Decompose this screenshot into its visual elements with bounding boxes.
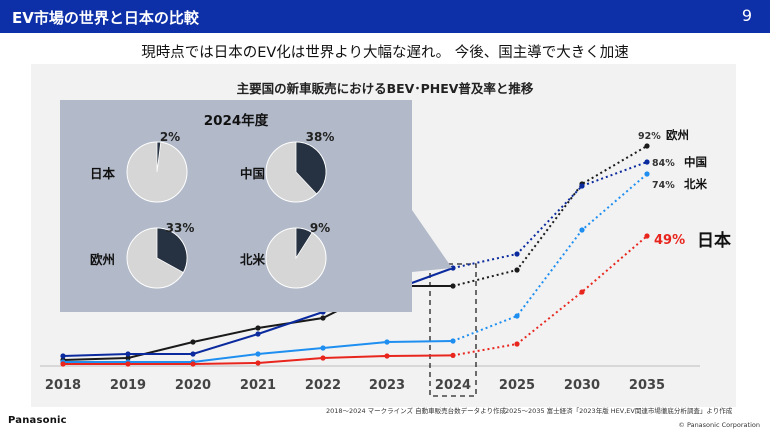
- data-point-北米-2021: [255, 351, 261, 357]
- data-point-欧州-2019: [125, 355, 131, 361]
- data-point-中国-2030: [579, 183, 585, 189]
- data-point-欧州-2020: [190, 339, 196, 345]
- footnote-source-actual: 2018～2024 マークラインズ 自動車販売台数データより作成: [326, 407, 506, 415]
- data-point-北米-2025: [514, 313, 520, 319]
- highlight-box-2024: [429, 263, 477, 397]
- pie-region-label-北米: 北米: [240, 252, 266, 267]
- data-point-北米-2024: [450, 338, 456, 344]
- end-value-label-北米: 74%: [652, 180, 675, 191]
- series-name-label-中国: 中国: [684, 155, 707, 169]
- data-point-日本-2035: [644, 233, 650, 239]
- x-tick-label-2023: 2023: [369, 378, 405, 393]
- data-point-日本-2021: [255, 360, 261, 366]
- x-tick-label-2019: 2019: [110, 378, 146, 393]
- pie-value-label-北米: 9%: [310, 221, 330, 235]
- page-number: 9: [741, 6, 752, 25]
- data-point-中国-2024: [450, 265, 456, 271]
- data-point-中国-2035: [644, 159, 650, 165]
- data-point-中国-2025: [514, 251, 520, 257]
- series-line-forecast-北米: [452, 173, 648, 342]
- header-bar: EV市場の世界と日本の比較 9: [0, 0, 770, 33]
- end-value-label-中国: 84%: [652, 158, 675, 169]
- x-tick-label-2024: 2024: [435, 378, 471, 393]
- pie-region-label-欧州: 欧州: [90, 252, 115, 267]
- data-point-欧州-2022: [320, 315, 326, 321]
- pie-value-label-中国: 38%: [306, 130, 335, 144]
- pie-value-label-欧州: 33%: [166, 221, 195, 235]
- x-tick-label-2035: 2035: [629, 378, 665, 393]
- x-tick-label-2020: 2020: [175, 378, 211, 393]
- series-name-label-欧州: 欧州: [666, 128, 689, 142]
- x-tick-label-2022: 2022: [305, 378, 341, 393]
- data-point-日本-2020: [190, 361, 196, 367]
- end-value-label-日本: 49%: [654, 233, 685, 248]
- series-name-label-日本: 日本: [697, 230, 731, 251]
- pie-region-label-日本: 日本: [90, 166, 116, 181]
- pie-region-label-中国: 中国: [240, 166, 265, 181]
- data-point-欧州-2025: [514, 267, 520, 273]
- pie-panel-title: 2024年度: [204, 112, 269, 129]
- data-point-北米-2035: [644, 171, 650, 177]
- data-point-中国-2018: [60, 353, 66, 359]
- slide-subtitle: 現時点では日本のEV化は世界より大幅な遅れ。 今後、国主導で大きく加速: [141, 45, 629, 61]
- pie-slice-日本: [156, 141, 162, 173]
- data-point-日本-2022: [320, 355, 326, 361]
- data-point-日本-2023: [384, 353, 390, 359]
- footnote-source-forecast: 2025～2035 富士経済「2023年版 HEV,EV関連市場徹底分析調査」よ…: [505, 407, 733, 415]
- data-point-日本-2024: [450, 352, 456, 358]
- data-point-日本-2025: [514, 341, 520, 347]
- data-point-日本-2018: [60, 361, 66, 367]
- copyright-text: © Panasonic Corporation: [678, 421, 760, 429]
- pie-slice-中国: [295, 141, 327, 195]
- x-tick-label-2021: 2021: [240, 378, 276, 393]
- pie-slice-欧州: [156, 227, 188, 273]
- series-line-forecast-中国: [452, 161, 648, 269]
- data-point-中国-2021: [255, 331, 261, 337]
- x-tick-label-2018: 2018: [45, 378, 81, 393]
- pie-value-label-日本: 2%: [160, 130, 180, 144]
- series-line-forecast-欧州: [452, 145, 648, 287]
- data-point-欧州-2024: [450, 283, 456, 289]
- end-value-label-欧州: 92%: [638, 131, 661, 142]
- data-point-日本-2030: [579, 289, 585, 295]
- data-point-欧州-2021: [255, 325, 261, 331]
- x-tick-label-2025: 2025: [499, 378, 535, 393]
- chart-title: 主要国の新車販売におけるBEV･PHEV普及率と推移: [236, 81, 534, 96]
- data-point-北米-2030: [579, 227, 585, 233]
- data-point-欧州-2035: [644, 143, 650, 149]
- x-tick-label-2030: 2030: [564, 378, 600, 393]
- data-point-北米-2022: [320, 345, 326, 351]
- header-title: EV市場の世界と日本の比較: [12, 9, 199, 27]
- series-name-label-北米: 北米: [684, 177, 707, 191]
- pie-callout-panel: [60, 100, 452, 312]
- data-point-北米-2023: [384, 339, 390, 345]
- data-point-日本-2019: [125, 361, 131, 367]
- data-point-中国-2020: [190, 351, 196, 357]
- panasonic-logo: Panasonic: [8, 415, 67, 426]
- data-point-中国-2019: [125, 351, 131, 357]
- pie-slice-北米: [295, 227, 313, 260]
- series-line-forecast-日本: [452, 235, 648, 357]
